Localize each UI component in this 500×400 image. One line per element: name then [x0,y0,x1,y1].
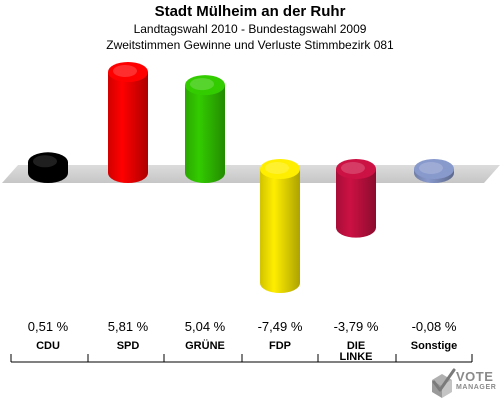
bar-grüne [185,75,225,183]
chart-subtitle-line-1: Landtagswahl 2010 - Bundestagswahl 2009 [133,22,367,36]
ballot-check-icon [432,368,456,398]
bar-fdp [260,159,300,293]
bar-spd [108,62,148,183]
vote-manager-logo: VOTE MANAGER [428,366,500,400]
value-label: -3,79 % [334,319,379,334]
bars-layer [28,62,454,293]
chart-title: Stadt Mülheim an der Ruhr [154,3,346,20]
bar-sonstige [414,159,454,183]
category-label: GRÜNE [185,339,225,352]
bar-cdu [28,152,68,183]
value-label: 0,51 % [28,319,69,334]
category-axis [10,354,473,363]
category-label: Sonstige [411,340,457,352]
category-label: CDU [36,340,60,352]
category-label: FDP [269,340,291,352]
category-label: DIE LINKE [340,340,373,363]
bar-die-linke [336,159,376,238]
value-label: -0,08 % [412,319,457,334]
value-label: 5,04 % [185,319,226,334]
labels-layer: 0,51 % CDU 5,81 % SPD 5,04 % GRÜNE -7,49 % FDP -… [28,319,457,363]
logo-text-vote: VOTE [456,369,494,384]
value-label: 5,81 % [108,319,149,334]
value-label: -7,49 % [258,319,303,334]
chart-subtitle-line-2: Zweitstimmen Gewinne und Verluste Stimmb… [106,38,394,52]
logo-text-manager: MANAGER [456,384,497,391]
category-label: SPD [117,340,140,352]
